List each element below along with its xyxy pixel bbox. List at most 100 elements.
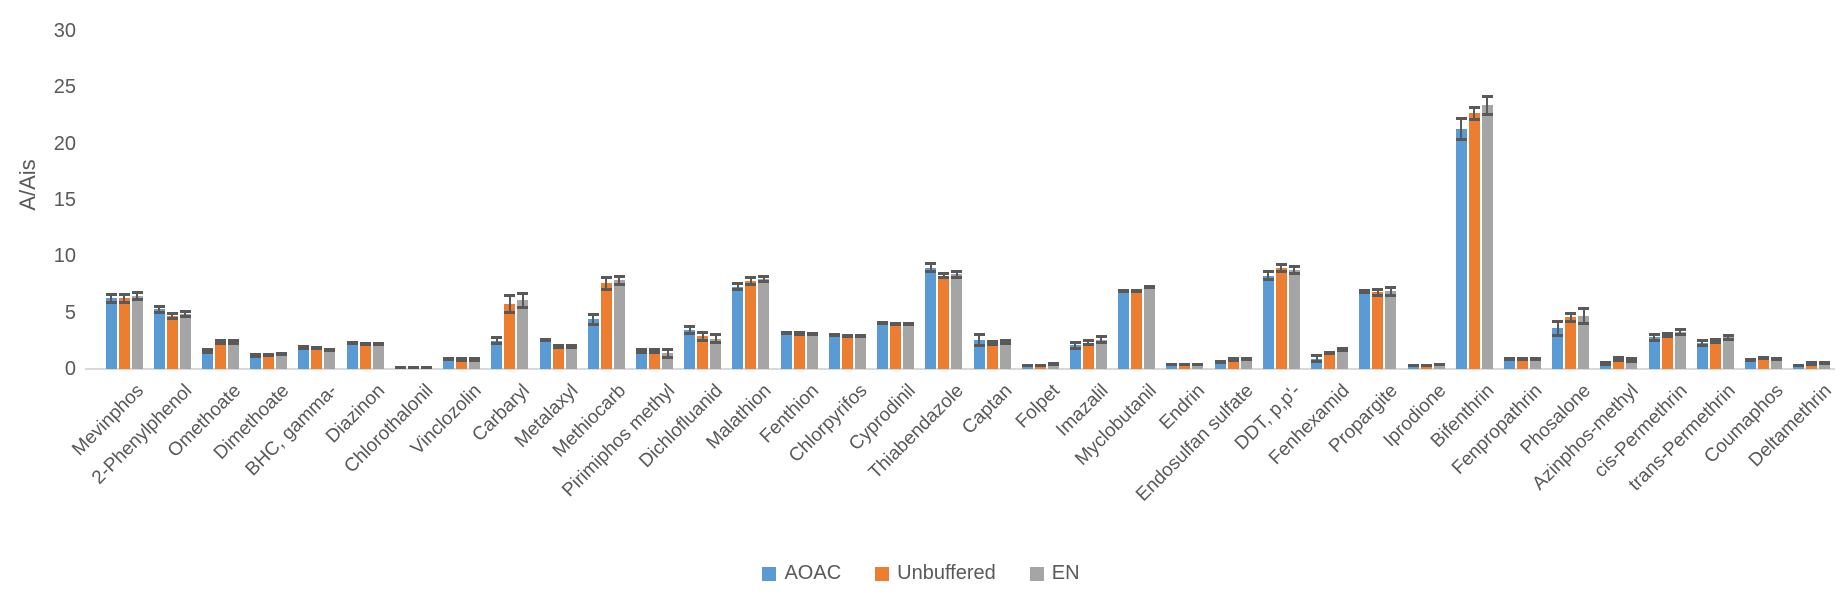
error-bar (714, 334, 717, 344)
bar-en (1674, 328, 1686, 369)
bar-group (1691, 31, 1739, 369)
bar-unbuffered (1131, 289, 1143, 369)
error-bar-cap-top (1069, 340, 1081, 344)
error-bar-cap-bottom (662, 355, 674, 359)
error-bar-cap-bottom (1674, 332, 1686, 336)
error-bar (171, 313, 174, 319)
error-bar-cap-bottom (346, 342, 358, 346)
bar-aoac (443, 356, 455, 369)
bar-aoac (877, 320, 889, 369)
error-bar-cap-bottom (1021, 364, 1033, 368)
error-bar (929, 263, 932, 273)
error-bar-cap-top (973, 332, 985, 336)
error-bar-cap-top (1359, 288, 1371, 292)
error-bar-cap-bottom (613, 282, 625, 286)
error-bar (942, 273, 945, 278)
bar-en (565, 344, 577, 369)
error-bar-cap-top (202, 347, 214, 351)
bar-en (228, 338, 240, 369)
legend-swatch-en (1029, 566, 1044, 581)
error-bar-cap-top (684, 324, 696, 328)
error-bar-cap-top (1275, 262, 1287, 266)
error-bar-cap-top (1578, 307, 1590, 311)
error-bar-cap-bottom (999, 342, 1011, 346)
error-bar-cap-top (1095, 335, 1107, 339)
bar-aoac (250, 353, 262, 369)
error-bar-cap-bottom (456, 358, 468, 362)
bar-en (1722, 333, 1734, 369)
error-bar (688, 325, 691, 334)
error-bar-cap-bottom (587, 322, 599, 326)
error-bar-cap-bottom (1552, 334, 1564, 338)
error-bar-cap-bottom (1337, 348, 1349, 352)
error-bar-cap-bottom (1745, 359, 1757, 363)
bar-aoac (1793, 364, 1805, 369)
bar-unbuffered (600, 275, 612, 369)
bar-aoac (684, 324, 696, 369)
error-bar-cap-top (938, 272, 950, 276)
error-bar-cap-top (951, 269, 963, 273)
bar-unbuffered (1661, 331, 1673, 369)
bar-unbuffered (1420, 363, 1432, 369)
error-bar (158, 305, 161, 313)
error-bar (206, 348, 209, 354)
error-bar (1582, 308, 1585, 324)
bar-group (727, 31, 775, 369)
error-bar (1100, 336, 1103, 344)
error-bar-cap-bottom (359, 342, 371, 346)
error-bar-cap-top (1311, 354, 1323, 358)
error-bar-cap-bottom (1722, 338, 1734, 342)
legend-item-aoac: AOAC (762, 562, 841, 585)
error-bar-cap-bottom (841, 334, 853, 338)
legend-label-unbuffered: Unbuffered (897, 562, 996, 584)
bar-unbuffered (649, 348, 661, 369)
error-bar-cap-bottom (1118, 290, 1130, 294)
bar-group (1498, 31, 1546, 369)
error-bar-cap-bottom (1288, 271, 1300, 275)
error-bar-cap-bottom (105, 300, 117, 304)
error-bar (1727, 334, 1730, 341)
error-bar-cap-top (504, 293, 516, 297)
x-axis-line (85, 368, 1835, 370)
bar-en (324, 347, 336, 369)
bar-aoac (587, 313, 599, 369)
bar-unbuffered (938, 272, 950, 369)
bar-aoac (1648, 333, 1660, 369)
error-bar-cap-top (1481, 94, 1493, 98)
error-bar-cap-bottom (1529, 358, 1541, 361)
error-bar-cap-bottom (1793, 364, 1805, 368)
error-bar-cap-top (1262, 269, 1274, 273)
bar-aoac (732, 282, 744, 369)
error-bar (1556, 320, 1559, 337)
error-bar-cap-top (298, 344, 310, 348)
error-bar-cap-bottom (1455, 138, 1467, 142)
error-bar (978, 333, 981, 346)
bar-aoac (346, 340, 358, 369)
bar-en (1144, 284, 1156, 369)
error-bar (232, 339, 235, 345)
bar-aoac (1262, 269, 1274, 369)
bar-en (1529, 356, 1541, 369)
bar-aoac (1021, 364, 1033, 369)
error-bar-cap-top (649, 348, 661, 352)
legend-label-en: EN (1051, 562, 1080, 584)
error-bar-cap-top (1722, 333, 1734, 337)
error-bar (1389, 286, 1392, 296)
bar-en (662, 347, 674, 369)
error-bar (955, 271, 958, 278)
error-bar-cap-bottom (1626, 359, 1638, 363)
bar-unbuffered (1179, 362, 1191, 369)
error-bar-cap-top (1082, 339, 1094, 343)
error-bar (1679, 329, 1682, 335)
bar-unbuffered (697, 330, 709, 369)
bar-en (999, 338, 1011, 369)
error-bar-cap-bottom (1179, 363, 1191, 367)
error-bar-cap-bottom (1648, 338, 1660, 342)
error-bar-cap-top (118, 292, 130, 296)
error-bar (1074, 341, 1077, 349)
error-bar-cap-top (1385, 285, 1397, 289)
bar-group (196, 31, 244, 369)
error-bar-cap-bottom (1095, 341, 1107, 345)
x-category-label: Captan (958, 380, 1017, 439)
error-bar-cap-bottom (565, 345, 577, 349)
